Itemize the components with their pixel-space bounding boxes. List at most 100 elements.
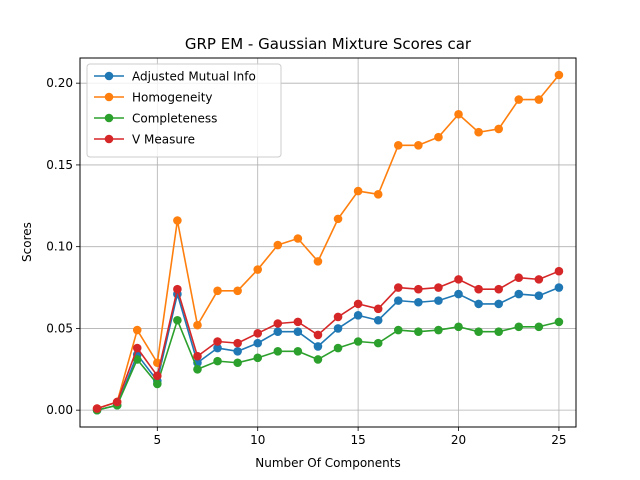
data-point — [213, 343, 222, 353]
data-point — [333, 312, 343, 322]
data-point — [494, 327, 503, 336]
data-point — [494, 284, 503, 294]
legend: Adjusted Mutual Info Homogeneity Completen… — [86, 63, 282, 158]
series-v-measure — [92, 266, 564, 413]
data-point — [414, 141, 423, 150]
data-point — [434, 296, 443, 305]
data-point — [373, 338, 383, 348]
data-point — [293, 234, 303, 243]
data-point — [293, 317, 303, 327]
data-point — [474, 127, 483, 137]
data-point — [514, 322, 524, 332]
data-point — [233, 358, 242, 368]
data-point — [132, 355, 142, 364]
data-point — [233, 338, 242, 348]
data-point — [132, 343, 142, 353]
data-point — [554, 283, 564, 292]
data-point — [393, 283, 403, 292]
data-point — [353, 311, 363, 320]
data-point — [273, 240, 283, 250]
data-point — [393, 325, 403, 335]
data-point — [313, 355, 323, 364]
y-tick-label: 0.15 — [46, 158, 73, 172]
data-point — [514, 273, 524, 283]
data-point — [253, 353, 263, 363]
data-point — [534, 275, 544, 284]
legend-label: Completeness — [132, 112, 217, 126]
grid-layer — [80, 58, 576, 427]
data-point — [293, 327, 303, 336]
data-point — [353, 299, 363, 309]
data-point — [233, 286, 242, 296]
data-point — [454, 275, 463, 284]
data-point — [273, 347, 283, 356]
series-adjusted-mutual-info — [92, 283, 564, 415]
data-point — [474, 299, 483, 309]
legend-marker — [104, 71, 114, 81]
y-tick-label: 0.00 — [46, 403, 73, 417]
data-point — [273, 327, 283, 336]
data-point — [353, 337, 363, 346]
y-axis-label: Scores — [20, 222, 34, 262]
data-point — [153, 371, 162, 381]
data-point — [213, 337, 222, 346]
data-point — [293, 347, 303, 356]
data-point — [393, 141, 403, 150]
data-point — [373, 315, 383, 325]
data-point — [313, 330, 323, 340]
data-point — [554, 70, 564, 80]
data-point — [153, 379, 162, 389]
x-tick-label: 10 — [250, 433, 265, 447]
data-point — [173, 284, 182, 294]
series-completeness — [92, 315, 564, 415]
data-point — [373, 304, 383, 314]
data-point — [554, 266, 564, 276]
data-point — [454, 322, 463, 332]
data-point — [534, 291, 544, 301]
data-point — [132, 325, 142, 335]
x-tick-label: 5 — [153, 433, 161, 447]
data-point — [494, 299, 503, 309]
data-point — [333, 324, 343, 333]
data-point — [193, 320, 202, 330]
y-tick-label: 0.10 — [46, 240, 73, 254]
x-tick-label: 15 — [350, 433, 365, 447]
data-point — [253, 338, 263, 348]
data-point — [333, 343, 343, 353]
data-point — [474, 327, 483, 336]
data-point — [353, 186, 363, 196]
legend-marker — [104, 134, 114, 144]
data-point — [514, 289, 524, 299]
data-point — [393, 296, 403, 305]
data-point — [434, 283, 443, 292]
data-point — [373, 190, 383, 199]
data-point — [193, 351, 202, 361]
data-point — [92, 404, 102, 413]
series-layer — [92, 70, 564, 415]
data-point — [233, 347, 242, 356]
data-point — [534, 322, 544, 332]
data-point — [313, 342, 323, 351]
data-point — [313, 257, 323, 266]
plot-frame — [79, 57, 577, 428]
x-tick-label: 20 — [451, 433, 466, 447]
data-point — [273, 319, 283, 328]
legend-label: Homogeneity — [132, 91, 213, 105]
data-point — [514, 95, 524, 104]
data-point — [173, 216, 182, 225]
data-point — [454, 289, 463, 299]
data-point — [414, 284, 423, 294]
legend-label: Adjusted Mutual Info — [132, 70, 256, 84]
data-point — [414, 327, 423, 336]
legend-marker — [104, 113, 114, 123]
y-tick-label: 0.20 — [46, 76, 73, 90]
data-point — [112, 397, 122, 407]
chart-title: GRP EM - Gaussian Mixture Scores car — [185, 35, 472, 53]
x-tick-label: 25 — [551, 433, 566, 447]
x-axis-label: Number Of Components — [255, 456, 400, 470]
data-point — [554, 317, 564, 327]
data-point — [253, 329, 263, 338]
tick-layer: 5 10 15 20 25 0.00 0.05 0.10 0.15 0.20 — [46, 76, 566, 447]
data-point — [173, 315, 182, 325]
